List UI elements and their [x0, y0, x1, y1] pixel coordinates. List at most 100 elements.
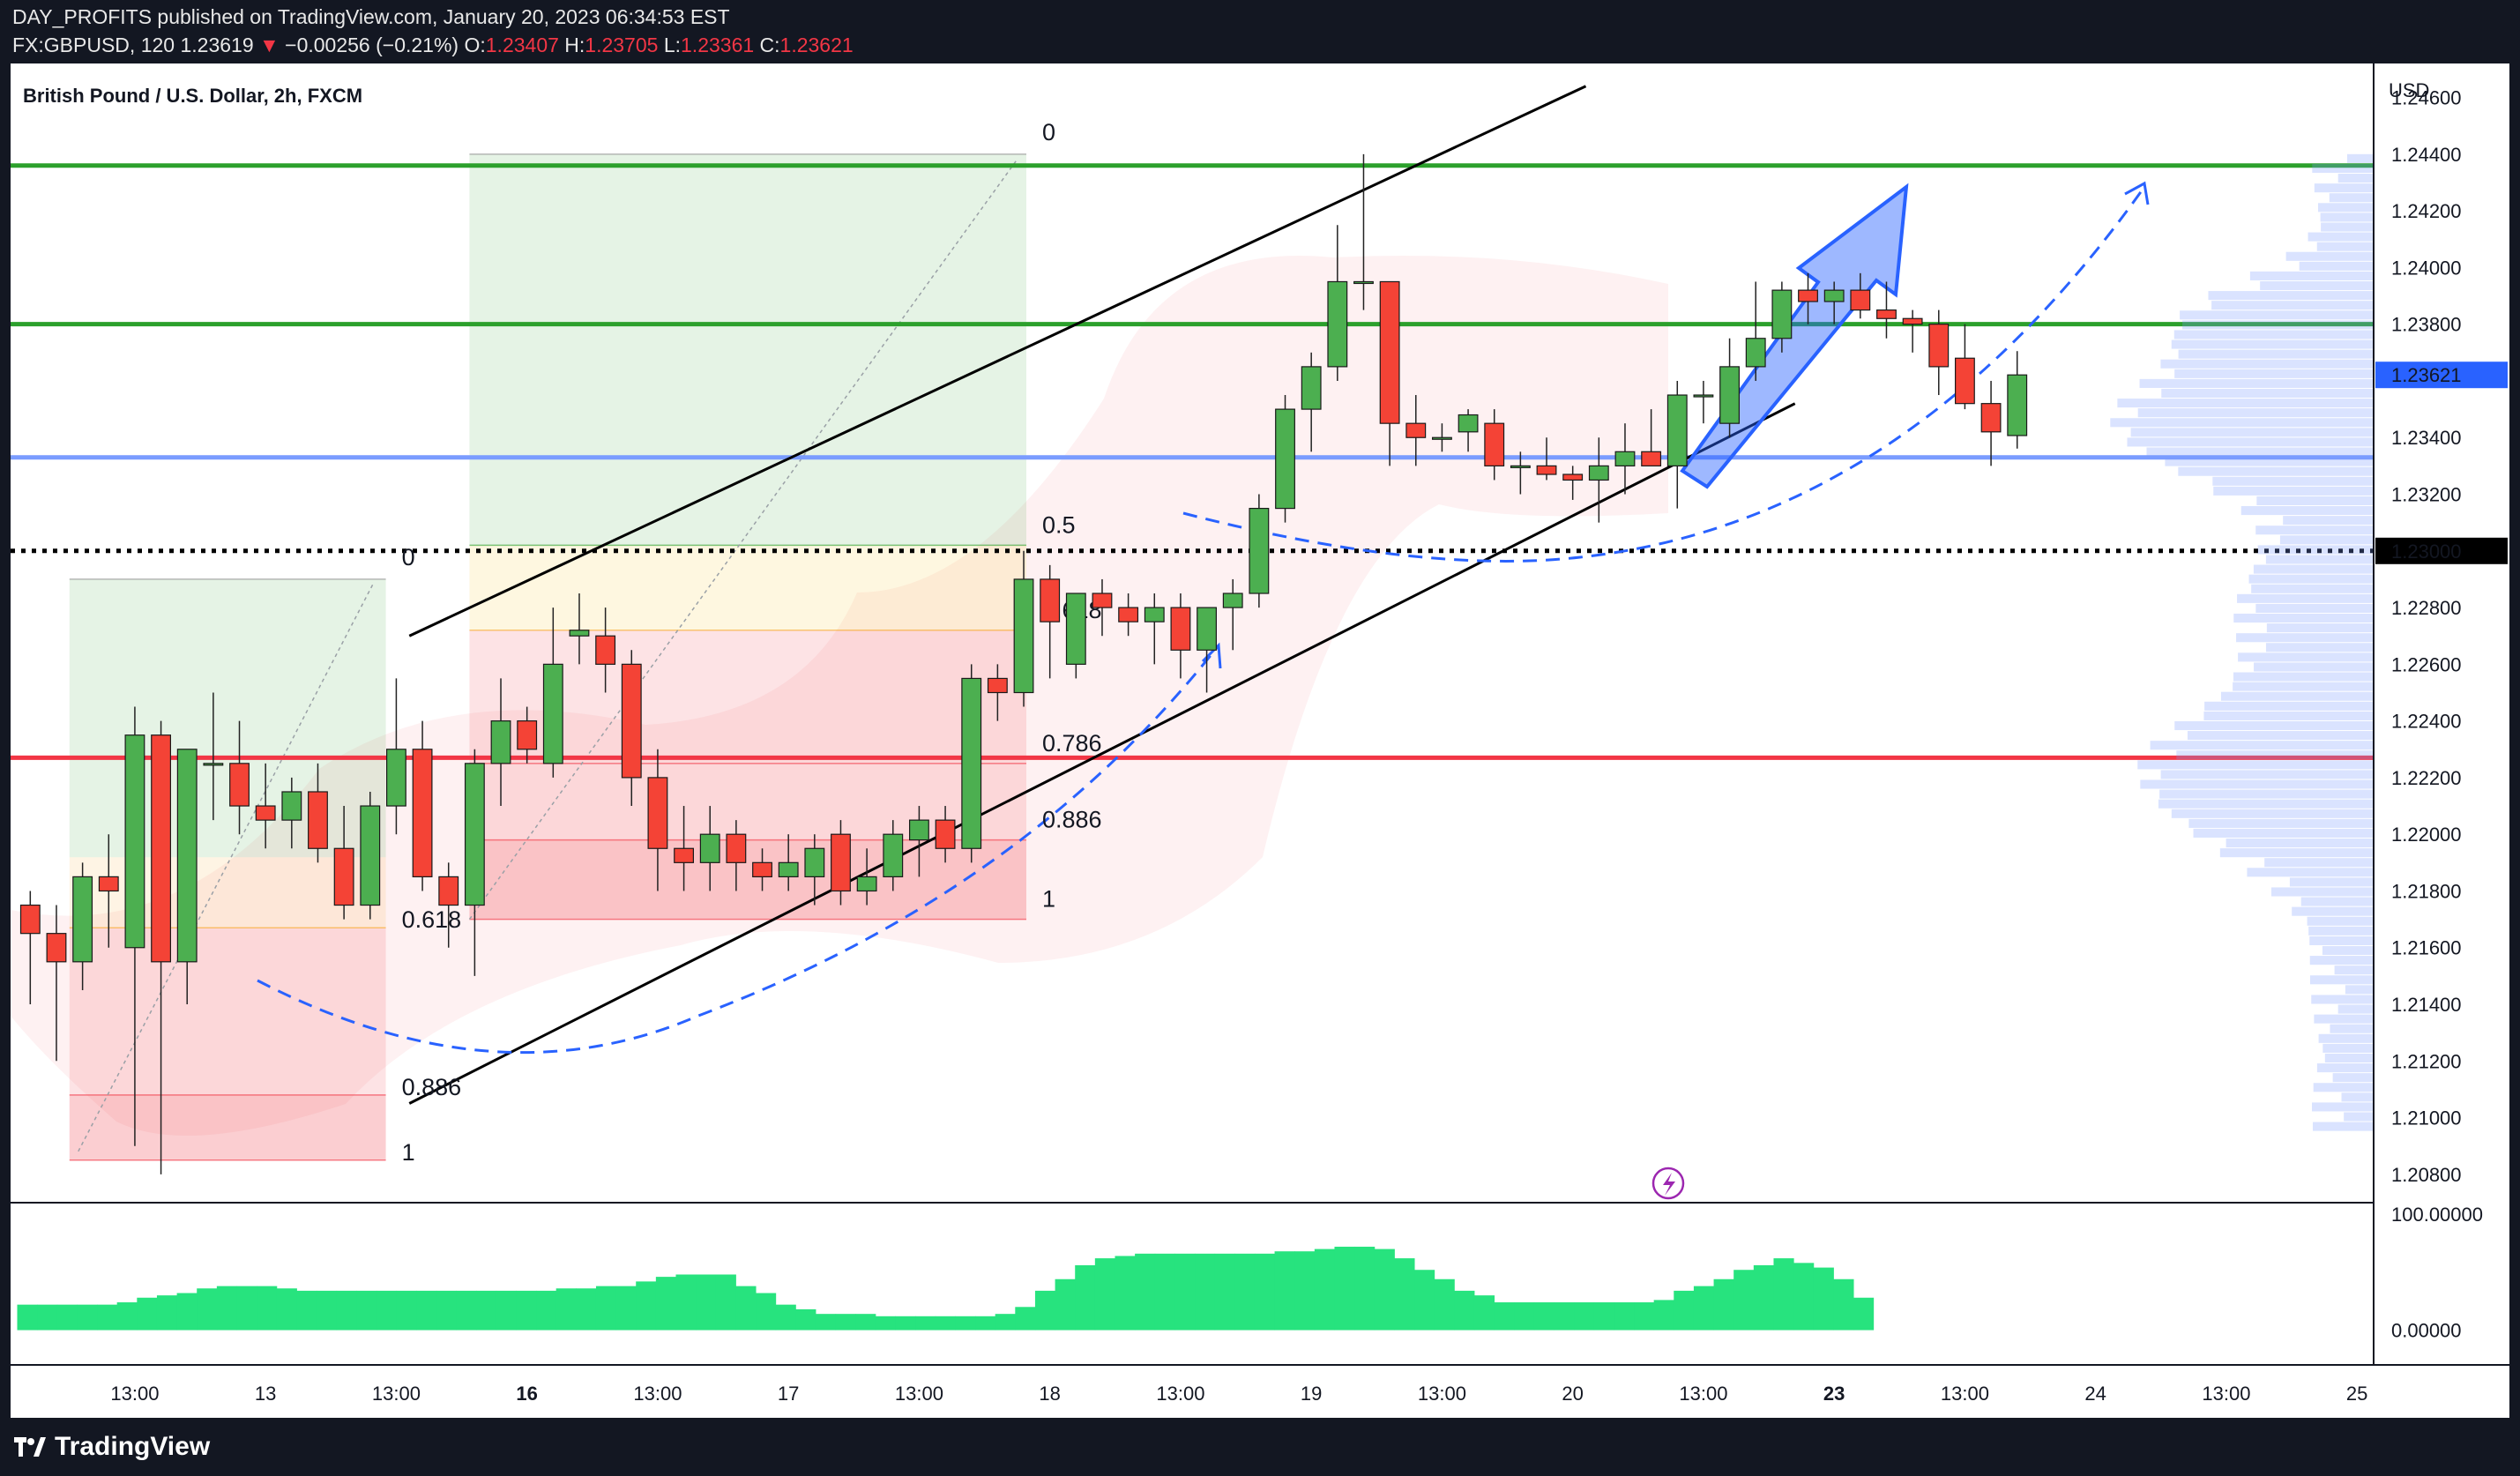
candle-body — [726, 833, 747, 863]
volume-profile-bar — [2334, 965, 2374, 975]
candle-body — [1562, 473, 1584, 481]
symbol-label[interactable]: FX:GBPUSD, 120 — [12, 34, 175, 56]
price-axis-tick: 1.24000 — [2391, 257, 2462, 279]
volume-profile-bar — [2322, 945, 2374, 956]
candle-body — [1823, 289, 1845, 302]
volume-profile-bar — [2265, 555, 2374, 564]
down-arrow-icon: ▼ — [259, 34, 280, 56]
candle-body — [987, 677, 1008, 694]
candle-body — [1719, 366, 1740, 424]
volume-profile-bar — [2266, 623, 2374, 633]
volume-profile-bar — [2248, 574, 2374, 584]
oscillator-bar — [276, 1288, 297, 1331]
volume-profile-bar — [2254, 662, 2374, 672]
candle-body — [674, 847, 694, 863]
volume-profile-bar — [2165, 457, 2374, 466]
channel-line — [408, 402, 1796, 1105]
lightning-icon — [1651, 1167, 1685, 1200]
volume-profile-bar — [2161, 388, 2374, 399]
price-axis-tick: 1.22800 — [2391, 597, 2462, 619]
oscillator-bar — [1274, 1251, 1295, 1331]
time-axis-tick: 13:00 — [110, 1383, 159, 1405]
drawing-layer — [11, 85, 2374, 1161]
candle-body — [438, 876, 459, 906]
oscillator-bar — [396, 1290, 417, 1331]
oscillator-bar — [1394, 1258, 1415, 1331]
chart-frame[interactable]: 00.6180.886100.50.6180.7860.88611.246001… — [11, 63, 2509, 1418]
time-axis-tick: 13:00 — [1941, 1383, 1989, 1405]
candle-body — [542, 663, 563, 764]
volume-profile-bar — [2174, 369, 2374, 378]
volume-profile-bar — [2240, 506, 2374, 516]
last-price: 1.23619 — [180, 34, 254, 56]
tradingview-logo[interactable]: TradingView — [14, 1432, 210, 1462]
candle-body — [386, 749, 406, 807]
oscillator-bar — [1473, 1295, 1495, 1331]
oscillator-bar — [1693, 1286, 1715, 1331]
volume-profile-bar — [2187, 731, 2374, 741]
candle-body — [360, 805, 381, 906]
candle-body — [1771, 289, 1793, 339]
candle-body — [176, 749, 198, 963]
volume-profile-bar — [2220, 691, 2374, 701]
oscillator-bar — [715, 1274, 736, 1331]
oscillator-bar — [1813, 1267, 1834, 1331]
tradingview-logo-icon — [14, 1437, 46, 1457]
volume-profile-bar — [2127, 437, 2374, 447]
price-axis-tick: 1.22400 — [2391, 711, 2462, 733]
fib-zone-red-left — [69, 928, 386, 1160]
price-axis-tick: 1.24200 — [2391, 200, 2462, 222]
chart-canvas[interactable]: 00.6180.886100.50.6180.7860.88611.246001… — [11, 63, 2509, 1418]
channel-line — [408, 85, 1587, 637]
oscillator-bar — [655, 1277, 676, 1331]
oscillator-bar — [1174, 1253, 1196, 1331]
volume-profile-bar — [2233, 613, 2374, 623]
volume-profile-bar — [2219, 848, 2374, 858]
projection-curve-right — [1182, 186, 2146, 563]
time-axis-tick: 20 — [1562, 1383, 1583, 1405]
candle-body — [46, 933, 67, 963]
volume-profile-bar — [2317, 203, 2374, 212]
oscillator-bar — [137, 1297, 158, 1331]
oscillator-bar — [1414, 1270, 1435, 1331]
candle-body — [1170, 607, 1191, 651]
candle-body — [831, 833, 851, 892]
volume-profile-bar — [2265, 643, 2374, 652]
candle-body — [281, 791, 302, 821]
big-up-arrow-icon — [1680, 183, 1909, 489]
volume-profile-bar — [2176, 750, 2374, 760]
fib-zone-green-left — [69, 578, 386, 858]
candle-body — [1588, 465, 1609, 481]
volume-profile-bar — [2146, 447, 2374, 457]
oscillator-bar — [1753, 1264, 1774, 1331]
oscillator-bar — [1833, 1278, 1854, 1331]
volume-profile-bar — [2117, 399, 2374, 408]
oscillator-bar — [1514, 1302, 1535, 1331]
oscillator-bar — [236, 1286, 257, 1331]
oscillator-bar — [296, 1290, 317, 1331]
price-axis-tick: 1.23800 — [2391, 314, 2462, 336]
candle-body — [1144, 607, 1165, 622]
candle-body — [412, 749, 433, 877]
volume-profile-bar — [2203, 711, 2374, 720]
candle-body — [569, 630, 590, 637]
oscillator-bar — [1214, 1253, 1235, 1331]
footer-bar: TradingView — [0, 1418, 2520, 1476]
oscillator-bar — [1075, 1264, 1096, 1331]
oscillator-bar — [1434, 1278, 1455, 1331]
candle-body — [883, 833, 904, 877]
volume-profile-bar — [2313, 1122, 2374, 1131]
oscillator-bar — [1793, 1263, 1815, 1331]
volume-profile-bar — [2251, 584, 2374, 593]
volume-profile-bar — [2159, 789, 2374, 799]
volume-profile-bar — [2256, 496, 2374, 506]
volume-profile-bar — [2233, 672, 2374, 682]
candle-body — [1666, 394, 1688, 466]
volume-profile-bar — [2316, 242, 2374, 251]
candle-body — [1197, 607, 1217, 651]
volume-profile-bar — [2312, 1102, 2374, 1112]
volume-profile-bar — [2308, 232, 2374, 242]
oscillator-bar — [855, 1314, 876, 1331]
candle-body — [778, 861, 799, 877]
oscillator-bar — [1554, 1302, 1575, 1331]
